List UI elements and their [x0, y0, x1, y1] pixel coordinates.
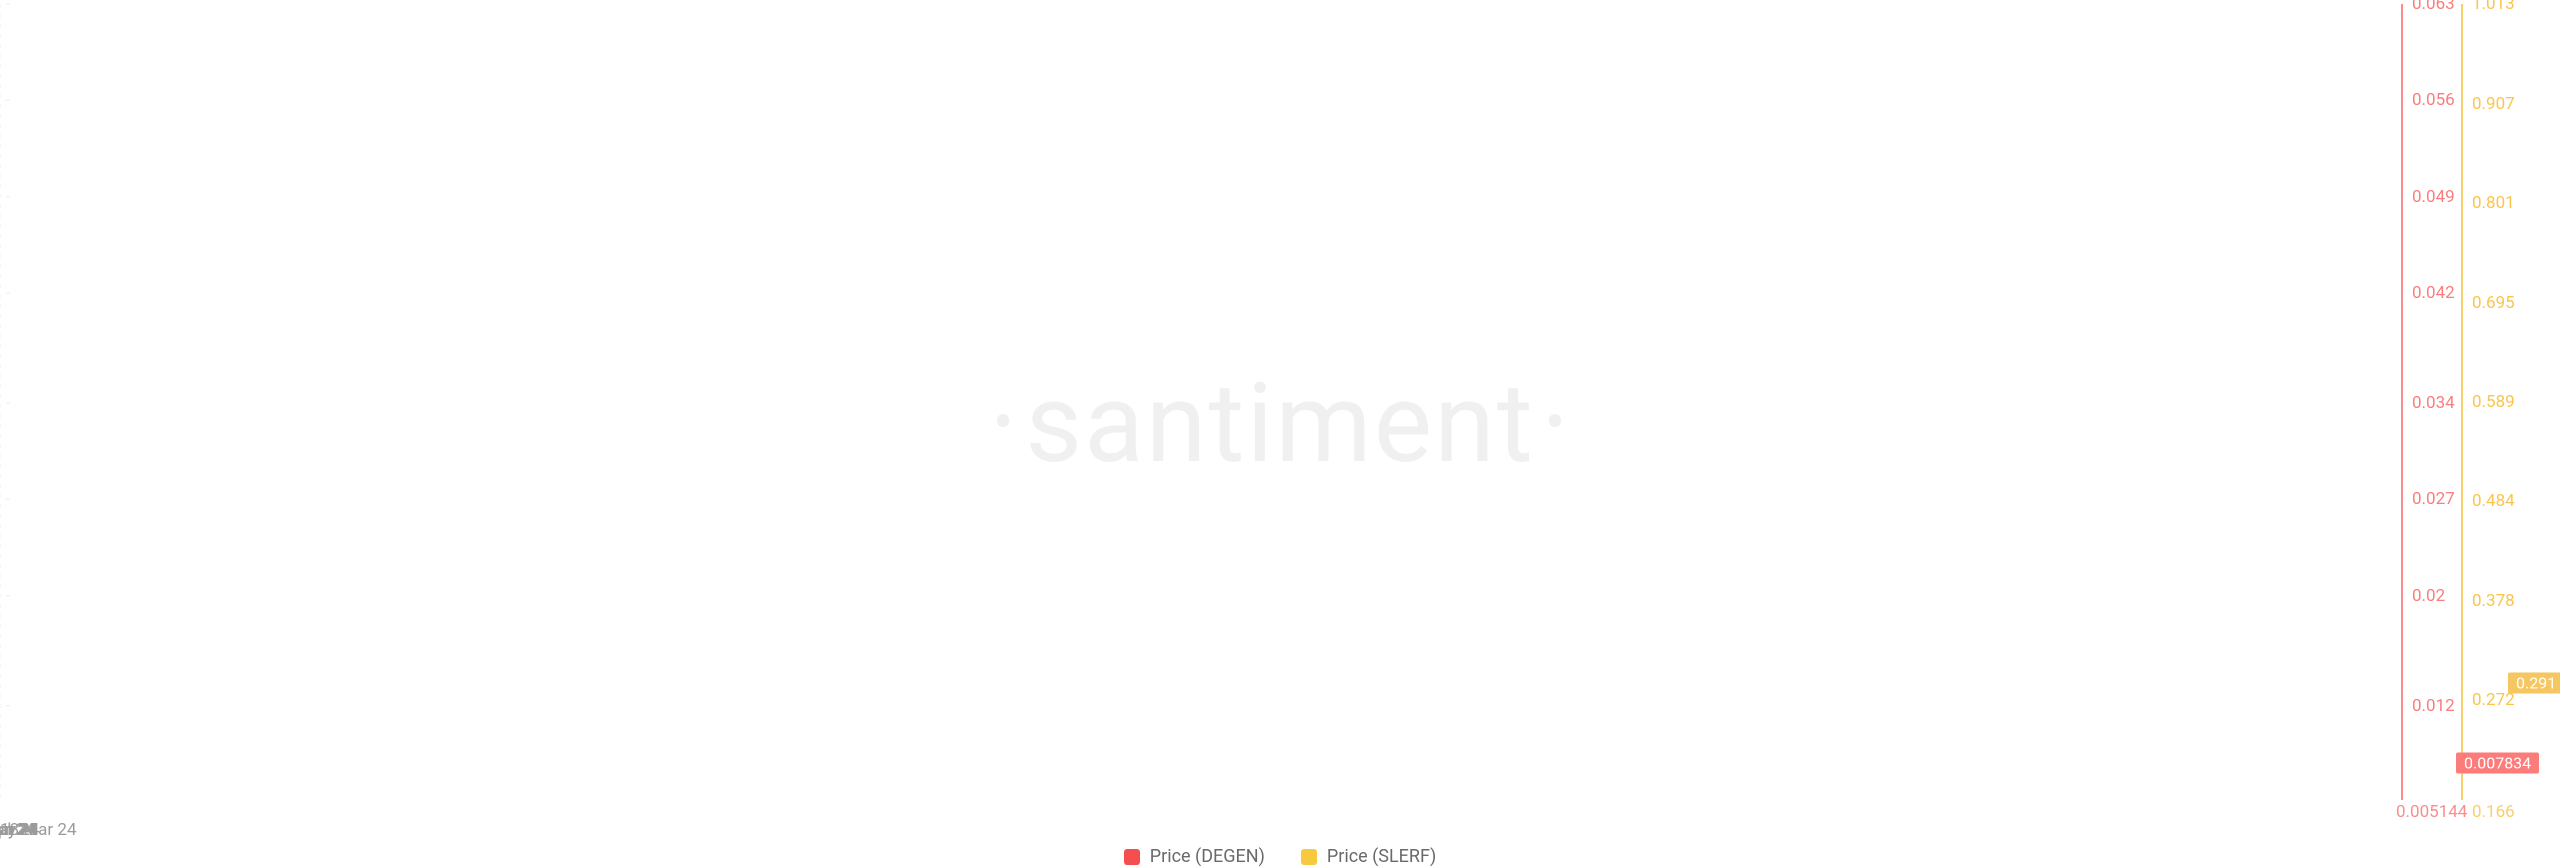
degen-min-label: 0.005144	[2396, 802, 2467, 822]
y-tick-degen: 0.02	[2412, 586, 2445, 606]
y-tick-slerf: 0.272	[2472, 690, 2515, 710]
slerf-min-label: 0.166	[2472, 802, 2515, 822]
y-tick-degen: 0.027	[2412, 489, 2455, 509]
y-tick-degen: 0.056	[2412, 90, 2455, 110]
y-tick-degen: 0.034	[2412, 393, 2455, 413]
y-tick-slerf: 0.484	[2472, 491, 2515, 511]
slerf-end-label: 0.291	[2508, 672, 2560, 693]
degen-end-label: 0.007834	[2456, 752, 2539, 773]
price-chart	[0, 0, 2560, 867]
legend-swatch	[1301, 849, 1317, 865]
y-tick-degen: 0.042	[2412, 283, 2455, 303]
x-tick: 11 Jul 24	[0, 820, 35, 840]
legend-item[interactable]: Price (SLERF)	[1301, 846, 1436, 867]
y-tick-slerf: 1.013	[2472, 0, 2515, 14]
y-tick-slerf: 0.378	[2472, 591, 2515, 611]
legend: Price (DEGEN) Price (SLERF)	[0, 846, 2560, 867]
y-tick-slerf: 0.695	[2472, 293, 2515, 313]
y-tick-slerf: 0.907	[2472, 94, 2515, 114]
y-tick-degen: 0.063	[2412, 0, 2455, 14]
legend-label: Price (SLERF)	[1327, 846, 1436, 867]
y-tick-degen: 0.049	[2412, 187, 2455, 207]
y-tick-slerf: 0.589	[2472, 392, 2515, 412]
legend-swatch	[1124, 849, 1140, 865]
legend-label: Price (DEGEN)	[1150, 846, 1265, 867]
y-tick-degen: 0.012	[2412, 696, 2455, 716]
legend-item[interactable]: Price (DEGEN)	[1124, 846, 1265, 867]
y-tick-slerf: 0.801	[2472, 193, 2515, 213]
